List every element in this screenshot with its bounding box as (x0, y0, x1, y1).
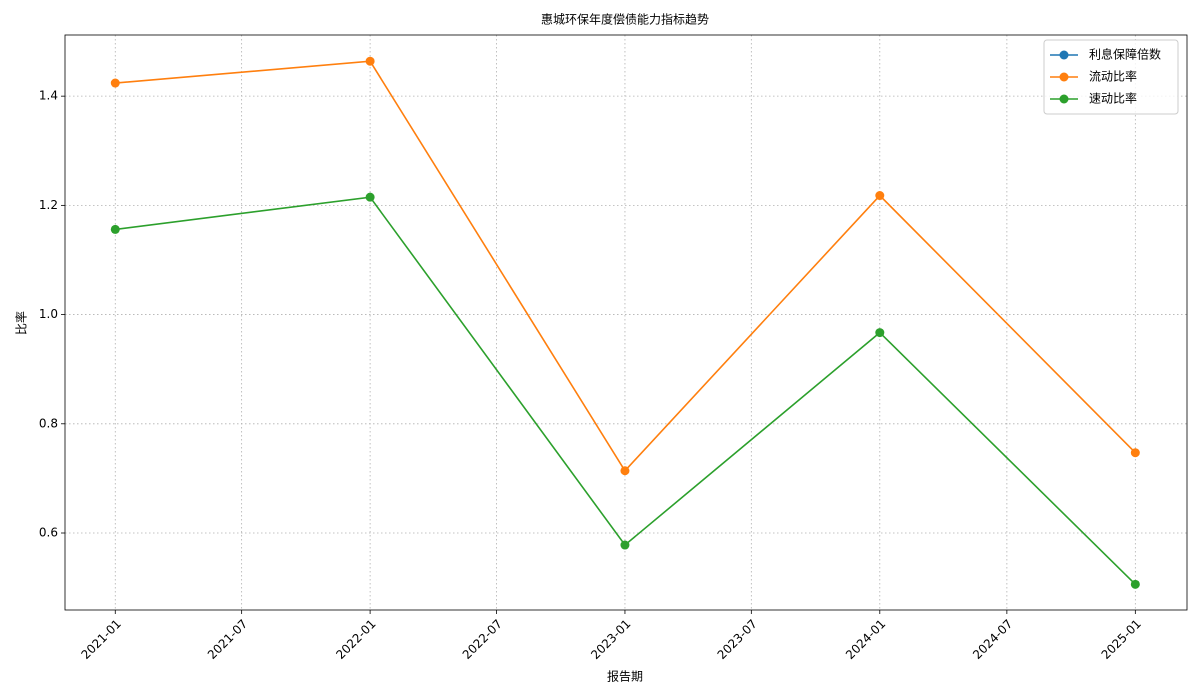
legend-label: 利息保障倍数 (1089, 47, 1161, 62)
legend-marker (1059, 94, 1069, 104)
x-tick-label: 2021-07 (205, 617, 250, 662)
x-tick-label: 2025-01 (1099, 617, 1144, 662)
legend-marker (1059, 50, 1069, 60)
x-axis-label: 报告期 (607, 669, 643, 684)
y-tick-label: 1.2 (39, 198, 58, 212)
y-tick-label: 0.8 (39, 416, 58, 430)
x-tick-label: 2023-01 (588, 617, 633, 662)
data-point (875, 191, 885, 201)
x-tick-label: 2022-01 (333, 617, 378, 662)
y-tick-label: 1.4 (39, 89, 58, 103)
data-point (1130, 448, 1140, 458)
data-point (1130, 579, 1140, 589)
legend-marker (1059, 72, 1069, 82)
legend-label: 速动比率 (1089, 91, 1137, 106)
x-tick-label: 2022-07 (460, 617, 505, 662)
x-tick-label: 2024-07 (970, 617, 1015, 662)
data-point (620, 466, 630, 476)
plot-frame (64, 34, 1188, 611)
data-point (365, 56, 375, 66)
legend-label: 流动比率 (1089, 69, 1137, 84)
x-tick-label: 2024-01 (843, 617, 888, 662)
y-tick-label: 1.0 (39, 307, 58, 321)
x-tick-label: 2021-01 (79, 617, 124, 662)
series-line (115, 60, 1136, 473)
y-tick-label: 0.6 (39, 526, 58, 540)
data-point (620, 540, 630, 550)
data-point (875, 328, 885, 338)
data-point (365, 192, 375, 202)
data-point (110, 224, 120, 234)
chart-title: 惠城环保年度偿债能力指标趋势 (541, 12, 709, 27)
legend-box (1043, 39, 1179, 115)
data-point (110, 78, 120, 88)
x-tick-label: 2023-07 (715, 617, 760, 662)
y-axis-label: 比率 (14, 311, 29, 335)
